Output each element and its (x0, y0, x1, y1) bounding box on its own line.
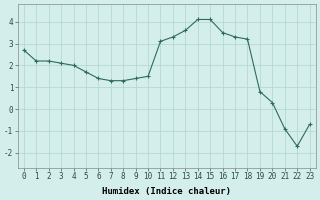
X-axis label: Humidex (Indice chaleur): Humidex (Indice chaleur) (102, 187, 231, 196)
